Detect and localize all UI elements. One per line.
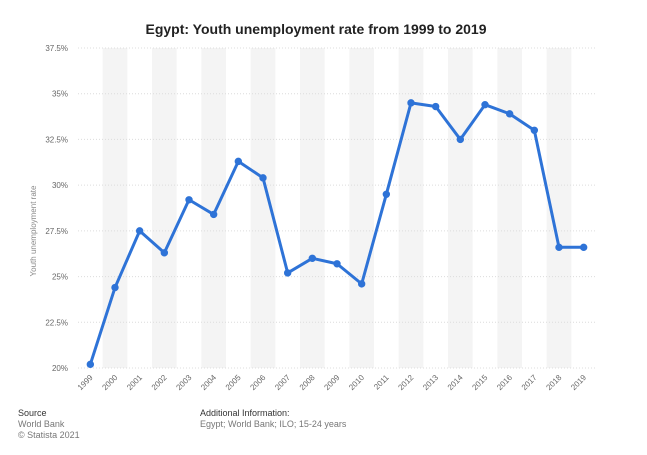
y-tick-label: 25% xyxy=(52,273,68,282)
x-tick-label: 2013 xyxy=(421,373,440,392)
data-points xyxy=(86,99,588,369)
x-tick-label: 2003 xyxy=(174,373,193,392)
band-2002 xyxy=(152,48,177,368)
y-tick-label: 27.5% xyxy=(45,227,68,236)
data-point-2007 xyxy=(283,269,292,277)
x-tick-label: 2004 xyxy=(199,373,218,392)
x-tick-label: 2000 xyxy=(100,373,119,392)
y-axis-ticks: 20% 22.5% 25% 27.5% 30% 32.5% 35% 37.5% xyxy=(45,44,68,373)
data-point-2011 xyxy=(382,190,391,198)
data-point-2017 xyxy=(530,126,539,134)
data-point-2016 xyxy=(505,110,514,118)
source-block: Source World Bank © Statista 2021 xyxy=(18,408,80,441)
data-point-2014 xyxy=(456,135,465,144)
data-point-1999 xyxy=(86,360,95,369)
x-tick-label: 2008 xyxy=(298,373,317,392)
x-tick-label: 2009 xyxy=(322,373,341,392)
x-tick-label: 1999 xyxy=(76,373,95,392)
band-2016 xyxy=(497,48,522,368)
copyright: © Statista 2021 xyxy=(18,430,80,440)
x-tick-label: 2019 xyxy=(569,373,588,392)
x-tick-label: 2014 xyxy=(446,373,465,392)
band-2000 xyxy=(102,48,128,368)
additional-info-text: Egypt; World Bank; ILO; 15-24 years xyxy=(200,419,347,429)
x-tick-label: 2002 xyxy=(150,373,169,392)
y-tick-label: 37.5% xyxy=(45,44,68,53)
source-name: World Bank xyxy=(18,419,65,429)
data-point-2013 xyxy=(431,102,440,111)
source-heading: Source xyxy=(18,408,47,418)
y-tick-label: 30% xyxy=(52,181,68,190)
data-point-2006 xyxy=(259,174,267,182)
x-tick-label: 2010 xyxy=(347,373,366,392)
data-point-2001 xyxy=(135,227,144,235)
data-point-2018 xyxy=(555,243,563,252)
x-tick-label: 2006 xyxy=(248,373,267,392)
y-axis-label: Youth unemployment rate xyxy=(29,185,38,276)
chart-title: Egypt: Youth unemployment rate from 1999… xyxy=(145,21,486,37)
band-2008 xyxy=(300,48,325,368)
data-point-2015 xyxy=(481,100,489,109)
y-tick-label: 35% xyxy=(52,90,68,99)
x-tick-label: 2018 xyxy=(544,373,563,392)
x-tick-label: 2012 xyxy=(396,373,415,392)
data-point-2009 xyxy=(333,260,341,268)
band-2010 xyxy=(349,48,374,368)
additional-info-block: Additional Information: Egypt; World Ban… xyxy=(200,408,346,430)
data-point-2019 xyxy=(579,243,588,252)
right-margin xyxy=(619,0,647,455)
x-tick-label: 2016 xyxy=(495,373,514,392)
data-point-2002 xyxy=(160,249,169,257)
y-tick-label: 32.5% xyxy=(45,135,68,144)
y-tick-label: 20% xyxy=(52,364,68,373)
data-point-2008 xyxy=(308,254,317,262)
alternating-bands xyxy=(102,48,572,368)
data-point-2000 xyxy=(111,283,119,292)
data-point-2005 xyxy=(234,157,243,166)
x-tick-label: 2017 xyxy=(520,373,539,392)
data-point-2012 xyxy=(407,99,415,107)
additional-info-heading: Additional Information: xyxy=(200,408,290,418)
data-point-2010 xyxy=(357,280,366,288)
x-tick-label: 2005 xyxy=(224,373,243,392)
data-point-2004 xyxy=(209,210,218,219)
data-point-2003 xyxy=(185,196,193,204)
x-tick-label: 2007 xyxy=(273,373,292,392)
band-2014 xyxy=(448,48,473,368)
x-axis-ticks: 1999 2000 2001 2002 2003 2004 2005 2006 2007 2008… xyxy=(76,373,589,392)
band-2012 xyxy=(398,48,424,368)
x-tick-label: 2011 xyxy=(372,373,391,392)
x-tick-label: 2001 xyxy=(125,373,144,392)
gridlines xyxy=(78,47,596,369)
y-tick-label: 22.5% xyxy=(45,318,68,327)
x-tick-label: 2015 xyxy=(470,373,489,392)
